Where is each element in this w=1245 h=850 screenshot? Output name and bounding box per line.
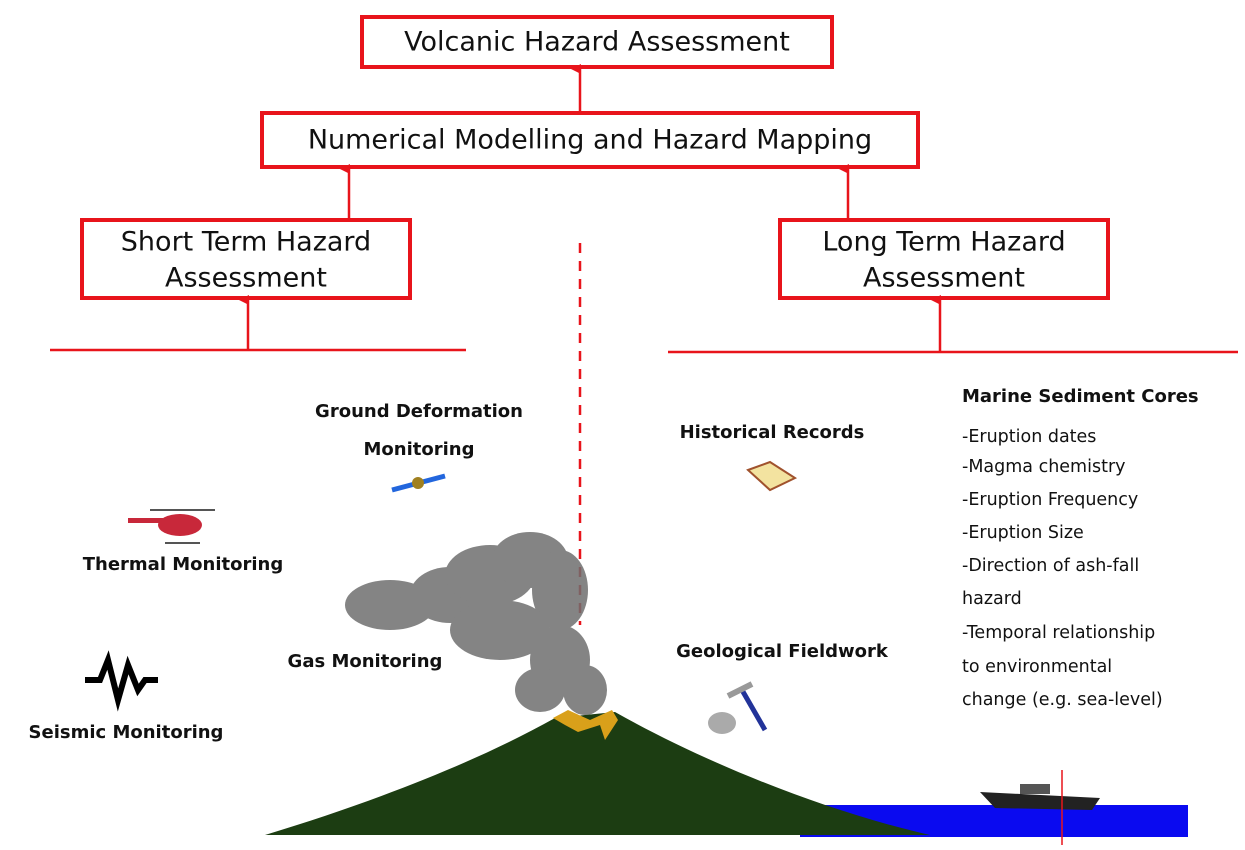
label: Seismic Monitoring bbox=[29, 722, 224, 743]
box-label: Volcanic Hazard Assessment bbox=[404, 27, 790, 58]
volcano bbox=[265, 712, 930, 835]
box-label: Short Term Hazard bbox=[121, 227, 371, 258]
seismic-icon bbox=[85, 660, 158, 700]
label: Ground Deformation bbox=[315, 401, 523, 422]
marine-item: -Eruption Size bbox=[962, 523, 1084, 543]
marine-item: -Magma chemistry bbox=[962, 457, 1126, 477]
box-label: Assessment bbox=[165, 263, 327, 294]
marine-item: -Temporal relationship bbox=[962, 623, 1155, 643]
marine-item: change (e.g. sea-level) bbox=[962, 690, 1163, 710]
label: Historical Records bbox=[680, 422, 865, 443]
label: Thermal Monitoring bbox=[83, 554, 284, 575]
marine-item: to environmental bbox=[962, 657, 1112, 677]
marine-item: -Eruption dates bbox=[962, 427, 1096, 447]
satellite-icon bbox=[392, 476, 445, 490]
box-label: Assessment bbox=[863, 263, 1025, 294]
label: Monitoring bbox=[364, 439, 475, 460]
diagram: Volcanic Hazard Assessment Numerical Mod… bbox=[0, 0, 1245, 850]
smoke bbox=[345, 532, 607, 715]
marine-item: hazard bbox=[962, 589, 1022, 609]
marine-item: -Direction of ash-fall bbox=[962, 556, 1139, 576]
helicopter-icon bbox=[128, 510, 215, 543]
marine-list: -Eruption dates -Magma chemistry -Eruption… bbox=[962, 427, 1163, 710]
marine-item: -Eruption Frequency bbox=[962, 490, 1138, 510]
hammer-icon bbox=[708, 684, 765, 734]
marine-title: Marine Sediment Cores bbox=[962, 386, 1199, 407]
box-label: Long Term Hazard bbox=[822, 227, 1065, 258]
book-icon bbox=[748, 462, 795, 490]
label: Gas Monitoring bbox=[288, 651, 443, 672]
label: Geological Fieldwork bbox=[676, 641, 889, 662]
box-label: Numerical Modelling and Hazard Mapping bbox=[308, 125, 872, 156]
